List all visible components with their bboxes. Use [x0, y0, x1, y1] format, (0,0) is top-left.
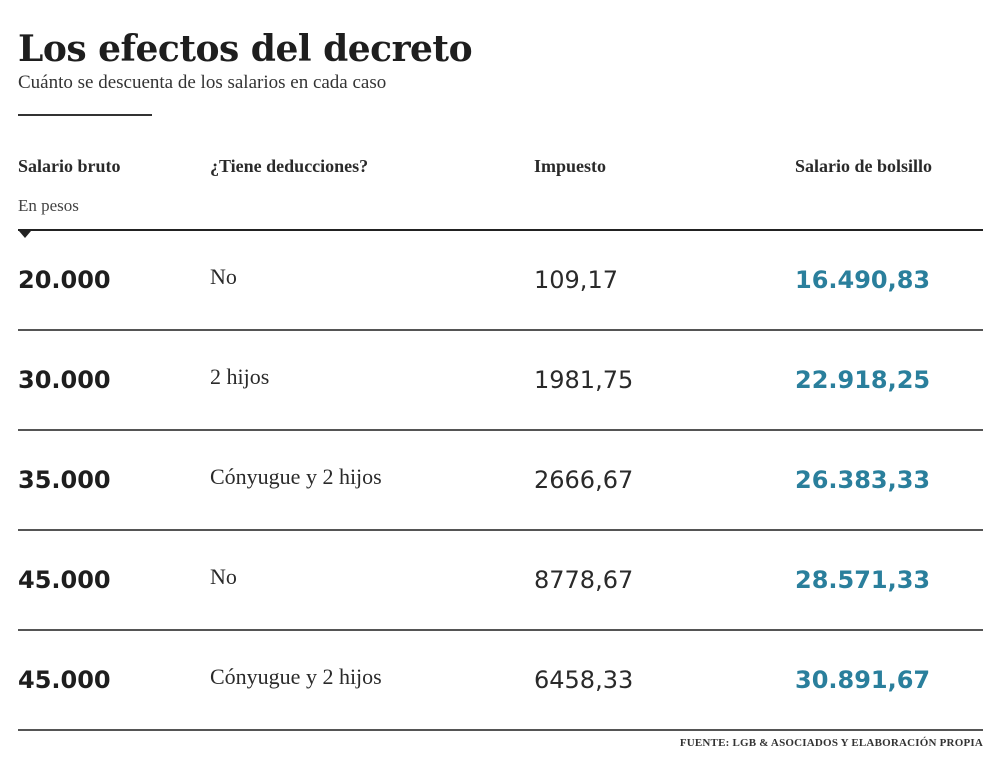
cell-deducciones: Cónyugue y 2 hijos [210, 664, 382, 689]
cell-impuesto: 109,17 [534, 266, 618, 294]
table-row: 45.000 Cónyugue y 2 hijos 6458,33 30.891… [18, 631, 983, 731]
header-salario-bolsillo: Salario de bolsillo [795, 156, 933, 176]
cell-salario-bolsillo: 16.490,83 [795, 266, 931, 294]
cell-deducciones: Cónyugue y 2 hijos [210, 464, 382, 489]
cell-impuesto: 1981,75 [534, 366, 634, 394]
cell-deducciones: 2 hijos [210, 364, 270, 389]
header-divider [18, 229, 983, 231]
cell-impuesto: 6458,33 [534, 666, 634, 694]
cell-salario-bruto: 20.000 [18, 266, 111, 294]
table-row: 30.000 2 hijos 1981,75 22.918,25 [18, 331, 983, 431]
sort-marker-icon [19, 231, 31, 238]
page-subtitle: Cuánto se descuenta de los salarios en c… [18, 72, 387, 93]
table-body: 20.000 No 109,17 16.490,83 30.000 2 hijo… [18, 231, 983, 731]
header-salario-bruto: Salario bruto [18, 156, 121, 176]
title-underline [18, 114, 152, 116]
header-impuesto: Impuesto [534, 156, 607, 176]
table-row: 45.000 No 8778,67 28.571,33 [18, 531, 983, 631]
cell-salario-bruto: 45.000 [18, 666, 111, 694]
cell-impuesto: 2666,67 [534, 466, 634, 494]
cell-salario-bruto: 30.000 [18, 366, 111, 394]
cell-salario-bolsillo: 30.891,67 [795, 666, 931, 694]
cell-salario-bolsillo: 28.571,33 [795, 566, 931, 594]
cell-deducciones: No [210, 264, 237, 289]
page-title: Los efectos del decreto [18, 28, 473, 70]
cell-salario-bolsillo: 26.383,33 [795, 466, 931, 494]
cell-salario-bruto: 35.000 [18, 466, 111, 494]
table-row: 20.000 No 109,17 16.490,83 [18, 231, 983, 331]
cell-impuesto: 8778,67 [534, 566, 634, 594]
source-credit: FUENTE: LGB & ASOCIADOS Y ELABORACIÓN PR… [679, 737, 983, 749]
header-deducciones: ¿Tiene deducciones? [210, 156, 369, 176]
cell-deducciones: No [210, 564, 237, 589]
unit-note: En pesos [18, 196, 79, 215]
cell-salario-bruto: 45.000 [18, 566, 111, 594]
cell-salario-bolsillo: 22.918,25 [795, 366, 931, 394]
table-row: 35.000 Cónyugue y 2 hijos 2666,67 26.383… [18, 431, 983, 531]
